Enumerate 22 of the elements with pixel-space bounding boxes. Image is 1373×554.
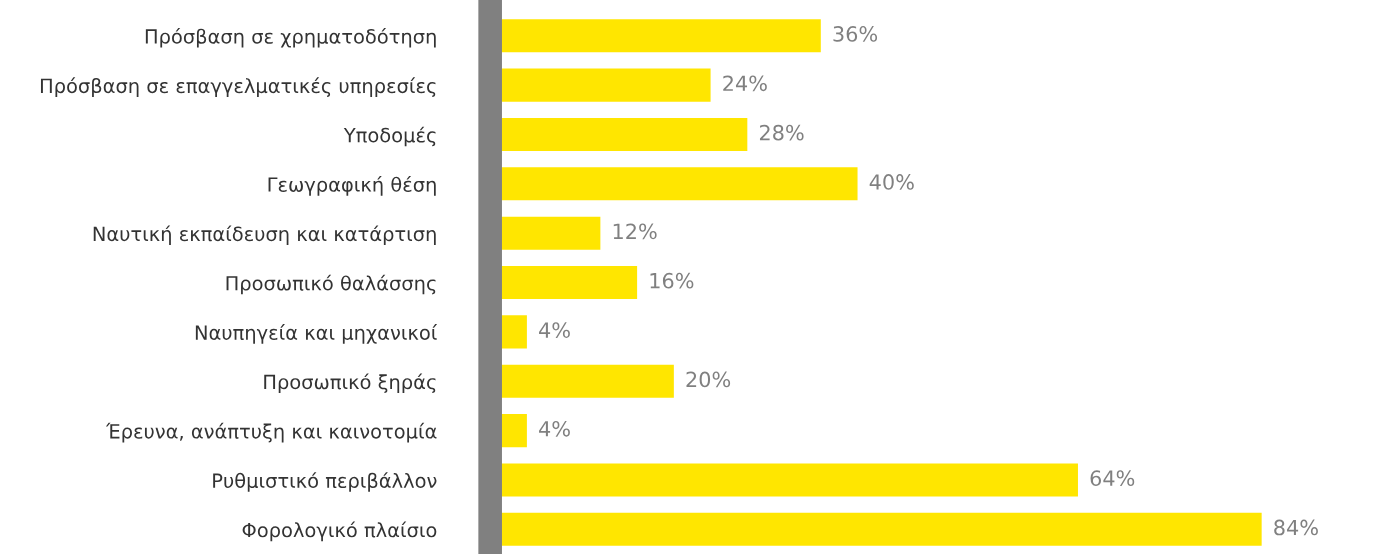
data-label: 84% [1274,519,1318,536]
y-tick-label: Προσωπικό ξηράς [264,373,436,394]
y-tick-label: Προσωπικό θαλάσσης [226,274,436,295]
y-tick-label: Γεωγραφική θέση [268,176,436,196]
data-label: 40% [869,174,914,190]
data-label: 28% [759,124,804,141]
y-tick-label: Υποδομές [343,126,436,147]
data-label: 16% [650,272,694,289]
data-label: 4% [539,420,570,437]
y-tick-label: Πρόσβαση σε χρηματοδότηση [145,27,436,48]
y-tick-label: Ναυπηγεία και μηχανικοί [195,324,438,344]
data-label: 24% [723,75,767,92]
data-label: 64% [1090,470,1135,487]
y-tick-label: Πρόσβαση σε επαγγελματικές υπηρεσίες [40,77,436,97]
y-tick-label: Φορολογικό πλαίσιο [242,521,437,542]
data-label: 4% [539,322,570,338]
data-label: 12% [613,223,657,240]
y-tick-label: Ναυτική εκπαίδευση και κατάρτιση [93,225,436,245]
y-tick-label: Ρυθμιστικό περιβάλλον [213,472,437,492]
data-label: 20% [686,371,731,388]
data-label: 36% [833,26,878,42]
y-tick-label: Έρευνα, ανάπτυξη και καινοτομία [105,422,437,443]
